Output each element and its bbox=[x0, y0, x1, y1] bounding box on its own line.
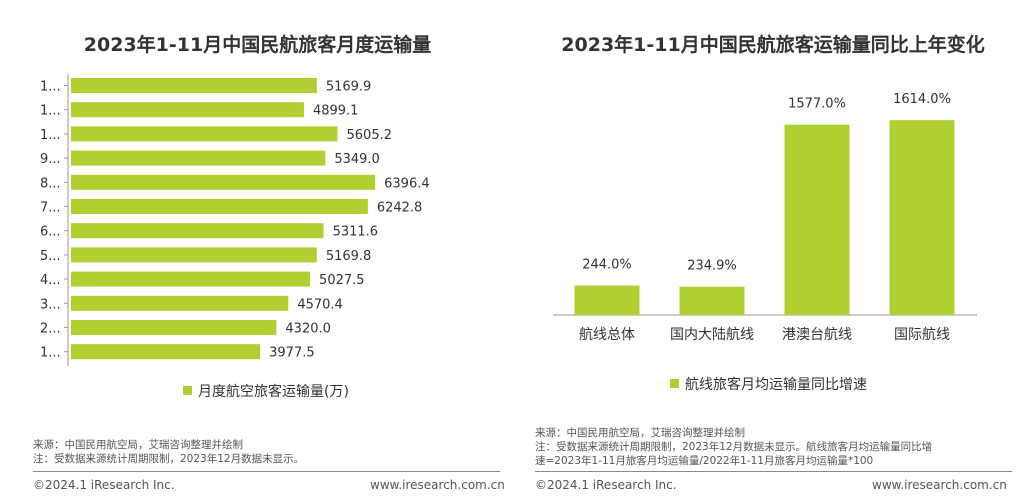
data-label: 4899.1 bbox=[313, 104, 359, 119]
right-chart-title: 2023年1-11月中国民航旅客运输量同比上年变化 bbox=[561, 34, 985, 56]
y-tick-label: 6... bbox=[40, 225, 61, 240]
bar bbox=[71, 199, 368, 214]
x-tick-label: 航线总体 bbox=[579, 327, 635, 343]
bar bbox=[889, 120, 955, 315]
y-tick-label: 1... bbox=[40, 128, 61, 143]
y-tick-label: 1... bbox=[40, 346, 61, 361]
data-label: 1577.0% bbox=[788, 97, 846, 112]
data-label: 5349.0 bbox=[334, 152, 380, 167]
y-tick-label: 7... bbox=[40, 201, 61, 216]
bar bbox=[71, 295, 289, 311]
left-source-note: 来源：中国民用航空局，艾瑞咨询整理并绘制 bbox=[33, 439, 243, 451]
bar bbox=[71, 320, 277, 335]
bar bbox=[71, 271, 311, 287]
data-label: 6242.8 bbox=[377, 201, 423, 216]
left-legend-label: 月度航空旅客运输量(万) bbox=[198, 384, 349, 400]
y-tick-label: 9... bbox=[40, 152, 61, 167]
data-label: 5169.8 bbox=[326, 249, 372, 264]
data-label: 5311.6 bbox=[333, 225, 379, 240]
right-legend-label: 航线旅客月均运输量同比增速 bbox=[685, 377, 867, 393]
bar bbox=[71, 150, 326, 166]
y-tick-label: 3... bbox=[40, 297, 61, 312]
bar bbox=[679, 286, 745, 315]
data-label: 5605.2 bbox=[347, 128, 393, 143]
left-chart-title: 2023年1-11月中国民航旅客月度运输量 bbox=[83, 34, 432, 56]
x-tick-label: 国内大陆航线 bbox=[670, 327, 754, 343]
data-label: 4570.4 bbox=[297, 297, 343, 312]
left-divider bbox=[33, 471, 500, 472]
growth-rate-bar-chart: 244.0% 航线总体 234.9% 国内大陆航线 1577.0% 港澳台航线 1614.0… bbox=[553, 92, 977, 343]
data-label: 5027.5 bbox=[319, 273, 365, 288]
data-label: 1614.0% bbox=[893, 92, 951, 107]
legend-swatch bbox=[670, 379, 679, 388]
bar bbox=[71, 102, 304, 118]
bar bbox=[71, 247, 317, 263]
bar bbox=[71, 344, 261, 360]
data-label: 234.9% bbox=[687, 259, 737, 274]
y-tick-label: 8... bbox=[40, 176, 61, 191]
left-notes: 来源：中国民用航空局，艾瑞咨询整理并绘制 注：受数据来源统计周期限制，2023年… bbox=[33, 438, 304, 466]
bar bbox=[71, 78, 317, 93]
left-footnote: 注：受数据来源统计周期限制，2023年12月数据未显示。 bbox=[33, 453, 305, 465]
bar bbox=[71, 126, 338, 142]
right-source-note: 来源：中国民用航空局，艾瑞咨询整理并绘制 bbox=[535, 427, 745, 439]
data-label: 244.0% bbox=[582, 258, 632, 273]
right-notes: 来源：中国民用航空局，艾瑞咨询整理并绘制 注：受数据来源统计周期限制，2023年… bbox=[535, 426, 932, 468]
right-footnote-line2: 速=2023年1-11月旅客月均运输量/2022年1-11月旅客月均运输量*10… bbox=[535, 455, 874, 467]
right-website: www.iresearch.com.cn bbox=[872, 478, 1007, 492]
bar bbox=[574, 285, 640, 315]
bar bbox=[71, 223, 324, 239]
y-tick-label: 4... bbox=[40, 273, 61, 288]
left-panel: 2023年1-11月中国民航旅客月度运输量 1... 5169.9 1... 4899… bbox=[0, 0, 515, 501]
right-divider bbox=[535, 471, 1012, 472]
bar bbox=[784, 124, 850, 315]
right-legend: 航线旅客月均运输量同比增速 bbox=[670, 374, 867, 394]
bar bbox=[71, 174, 376, 190]
x-tick-label: 港澳台航线 bbox=[782, 327, 852, 343]
left-copyright: ©2024.1 iResearch Inc. bbox=[33, 478, 175, 492]
right-copyright: ©2024.1 iResearch Inc. bbox=[535, 478, 677, 492]
data-label: 6396.4 bbox=[384, 176, 430, 191]
data-label: 3977.5 bbox=[269, 346, 315, 361]
legend-swatch bbox=[183, 386, 192, 395]
monthly-volume-bar-chart: 1... 5169.9 1... 4899.1 1... 5605.2 9... 5349.0… bbox=[40, 74, 430, 366]
left-legend: 月度航空旅客运输量(万) bbox=[183, 381, 349, 401]
y-tick-label: 2... bbox=[40, 322, 61, 337]
right-footnote-line1: 注：受数据来源统计周期限制，2023年12月数据未显示。航线旅客月均运输量同比增 bbox=[535, 441, 933, 453]
x-tick-label: 国际航线 bbox=[894, 327, 950, 343]
y-tick-label: 5... bbox=[40, 249, 61, 264]
data-label: 5169.9 bbox=[326, 80, 372, 95]
data-label: 4320.0 bbox=[285, 322, 331, 337]
y-tick-label: 1... bbox=[40, 104, 61, 119]
left-website: www.iresearch.com.cn bbox=[370, 478, 505, 492]
right-panel: 2023年1-11月中国民航旅客运输量同比上年变化 244.0% 航线总体 234.… bbox=[515, 0, 1031, 501]
y-tick-label: 1... bbox=[40, 80, 61, 95]
